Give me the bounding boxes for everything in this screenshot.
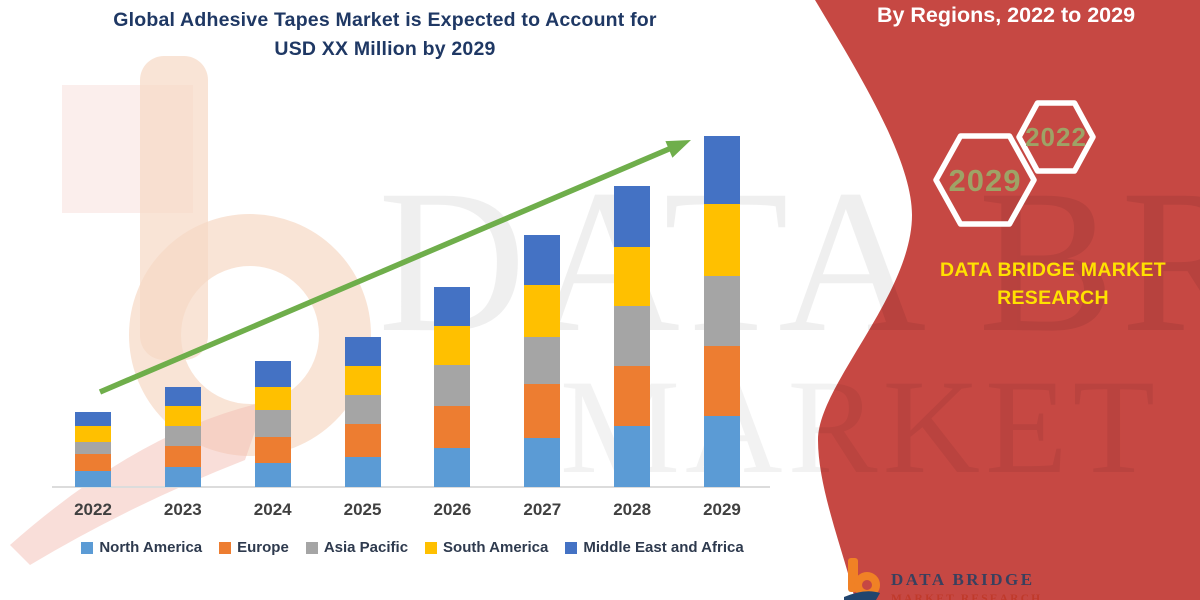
legend-label-europe: Europe	[237, 539, 289, 556]
legend-swatch-asia-pacific	[305, 541, 318, 554]
segment-north-america-2029	[703, 416, 740, 487]
legend-swatch-middle-east-and-africa	[565, 541, 578, 554]
bar-2029	[703, 136, 740, 487]
legend-swatch-north-america	[81, 541, 94, 554]
bar-2025	[344, 337, 381, 487]
segment-middle-east-and-africa-2023	[164, 387, 201, 406]
legend-item-asia-pacific: Asia Pacific	[305, 539, 409, 556]
x-axis-label-2027: 2027	[523, 500, 562, 519]
chart-title-line2: USD XX Million by 2029	[274, 38, 496, 60]
segment-north-america-2023	[164, 467, 201, 487]
bar-2022	[75, 412, 111, 487]
bar-2027	[524, 235, 561, 487]
footer-logo: DATA BRIDGE MARKET RESEARCH	[843, 556, 1073, 600]
x-axis-label-2023: 2023	[163, 500, 202, 519]
segment-south-america-2022	[75, 426, 111, 442]
x-axis-line	[52, 486, 770, 488]
bar-2024	[254, 361, 291, 487]
x-axis-label-2029: 2029	[703, 500, 741, 519]
segment-south-america-2027	[524, 285, 561, 337]
segment-south-america-2025	[344, 366, 381, 395]
legend-item-north-america: North America	[81, 539, 202, 556]
segment-middle-east-and-africa-2025	[344, 337, 381, 366]
legend-item-middle-east-and-africa: Middle East and Africa	[565, 539, 744, 556]
segment-asia-pacific-2026	[434, 365, 471, 406]
segment-north-america-2027	[524, 438, 561, 487]
x-axis-label-2022: 2022	[74, 500, 112, 519]
legend-item-south-america: South America	[425, 539, 548, 556]
footer-logo-subtitle: MARKET RESEARCH	[891, 593, 1043, 600]
legend-label-middle-east-and-africa: Middle East and Africa	[583, 539, 744, 556]
segment-asia-pacific-2023	[164, 426, 201, 446]
footer-logo-name: DATA BRIDGE	[891, 570, 1035, 589]
segment-europe-2024	[254, 437, 291, 463]
segment-asia-pacific-2024	[254, 410, 291, 437]
legend-label-asia-pacific: Asia Pacific	[323, 539, 409, 556]
logo-blue-swoosh	[844, 591, 880, 600]
legend-swatch-europe	[219, 541, 232, 554]
segment-asia-pacific-2028	[614, 306, 651, 366]
segment-north-america-2025	[344, 457, 381, 487]
segment-north-america-2028	[614, 426, 651, 487]
segment-middle-east-and-africa-2028	[614, 186, 651, 247]
bar-2026	[434, 287, 471, 487]
chart-title-line1: Global Adhesive Tapes Market is Expected…	[113, 9, 657, 31]
segment-south-america-2024	[254, 387, 291, 410]
x-axis-label-2026: 2026	[433, 500, 472, 519]
segment-middle-east-and-africa-2027	[524, 235, 561, 285]
segment-asia-pacific-2027	[524, 337, 561, 384]
legend: North America Europe Asia Pacific South Ame…	[40, 539, 785, 556]
segment-asia-pacific-2025	[344, 395, 381, 424]
segment-asia-pacific-2029	[703, 276, 740, 346]
chart-title: Global Adhesive Tapes Market is Expected…	[85, 6, 685, 64]
segment-north-america-2026	[434, 448, 471, 487]
segment-middle-east-and-africa-2029	[703, 136, 740, 204]
segment-south-america-2026	[434, 326, 471, 365]
legend-label-south-america: South America	[443, 539, 549, 556]
legend-item-europe: Europe	[219, 539, 289, 556]
segment-south-america-2029	[703, 204, 740, 276]
segment-middle-east-and-africa-2024	[254, 361, 291, 387]
legend-swatch-south-america	[425, 541, 438, 554]
segment-middle-east-and-africa-2026	[434, 287, 471, 326]
segment-europe-2028	[614, 366, 651, 426]
segment-europe-2027	[524, 384, 561, 438]
segment-north-america-2024	[254, 463, 291, 487]
x-axis-label-2025: 2025	[343, 500, 382, 519]
x-axis-label-2028: 2028	[613, 500, 652, 519]
bar-2028	[614, 186, 651, 487]
segment-europe-2023	[164, 446, 201, 467]
segment-middle-east-and-africa-2022	[75, 412, 111, 426]
segment-south-america-2028	[614, 247, 651, 306]
segment-europe-2025	[344, 424, 381, 457]
legend-label-north-america: North America	[99, 539, 203, 556]
segment-europe-2029	[703, 346, 740, 416]
x-axis-label-2024: 2024	[253, 500, 292, 519]
segment-europe-2026	[434, 406, 471, 448]
footer-logo-b-icon	[844, 558, 880, 600]
segment-asia-pacific-2022	[75, 442, 111, 454]
segment-north-america-2022	[75, 471, 111, 487]
bar-2023	[164, 387, 201, 487]
segment-south-america-2023	[164, 406, 201, 426]
segment-europe-2022	[75, 454, 111, 471]
